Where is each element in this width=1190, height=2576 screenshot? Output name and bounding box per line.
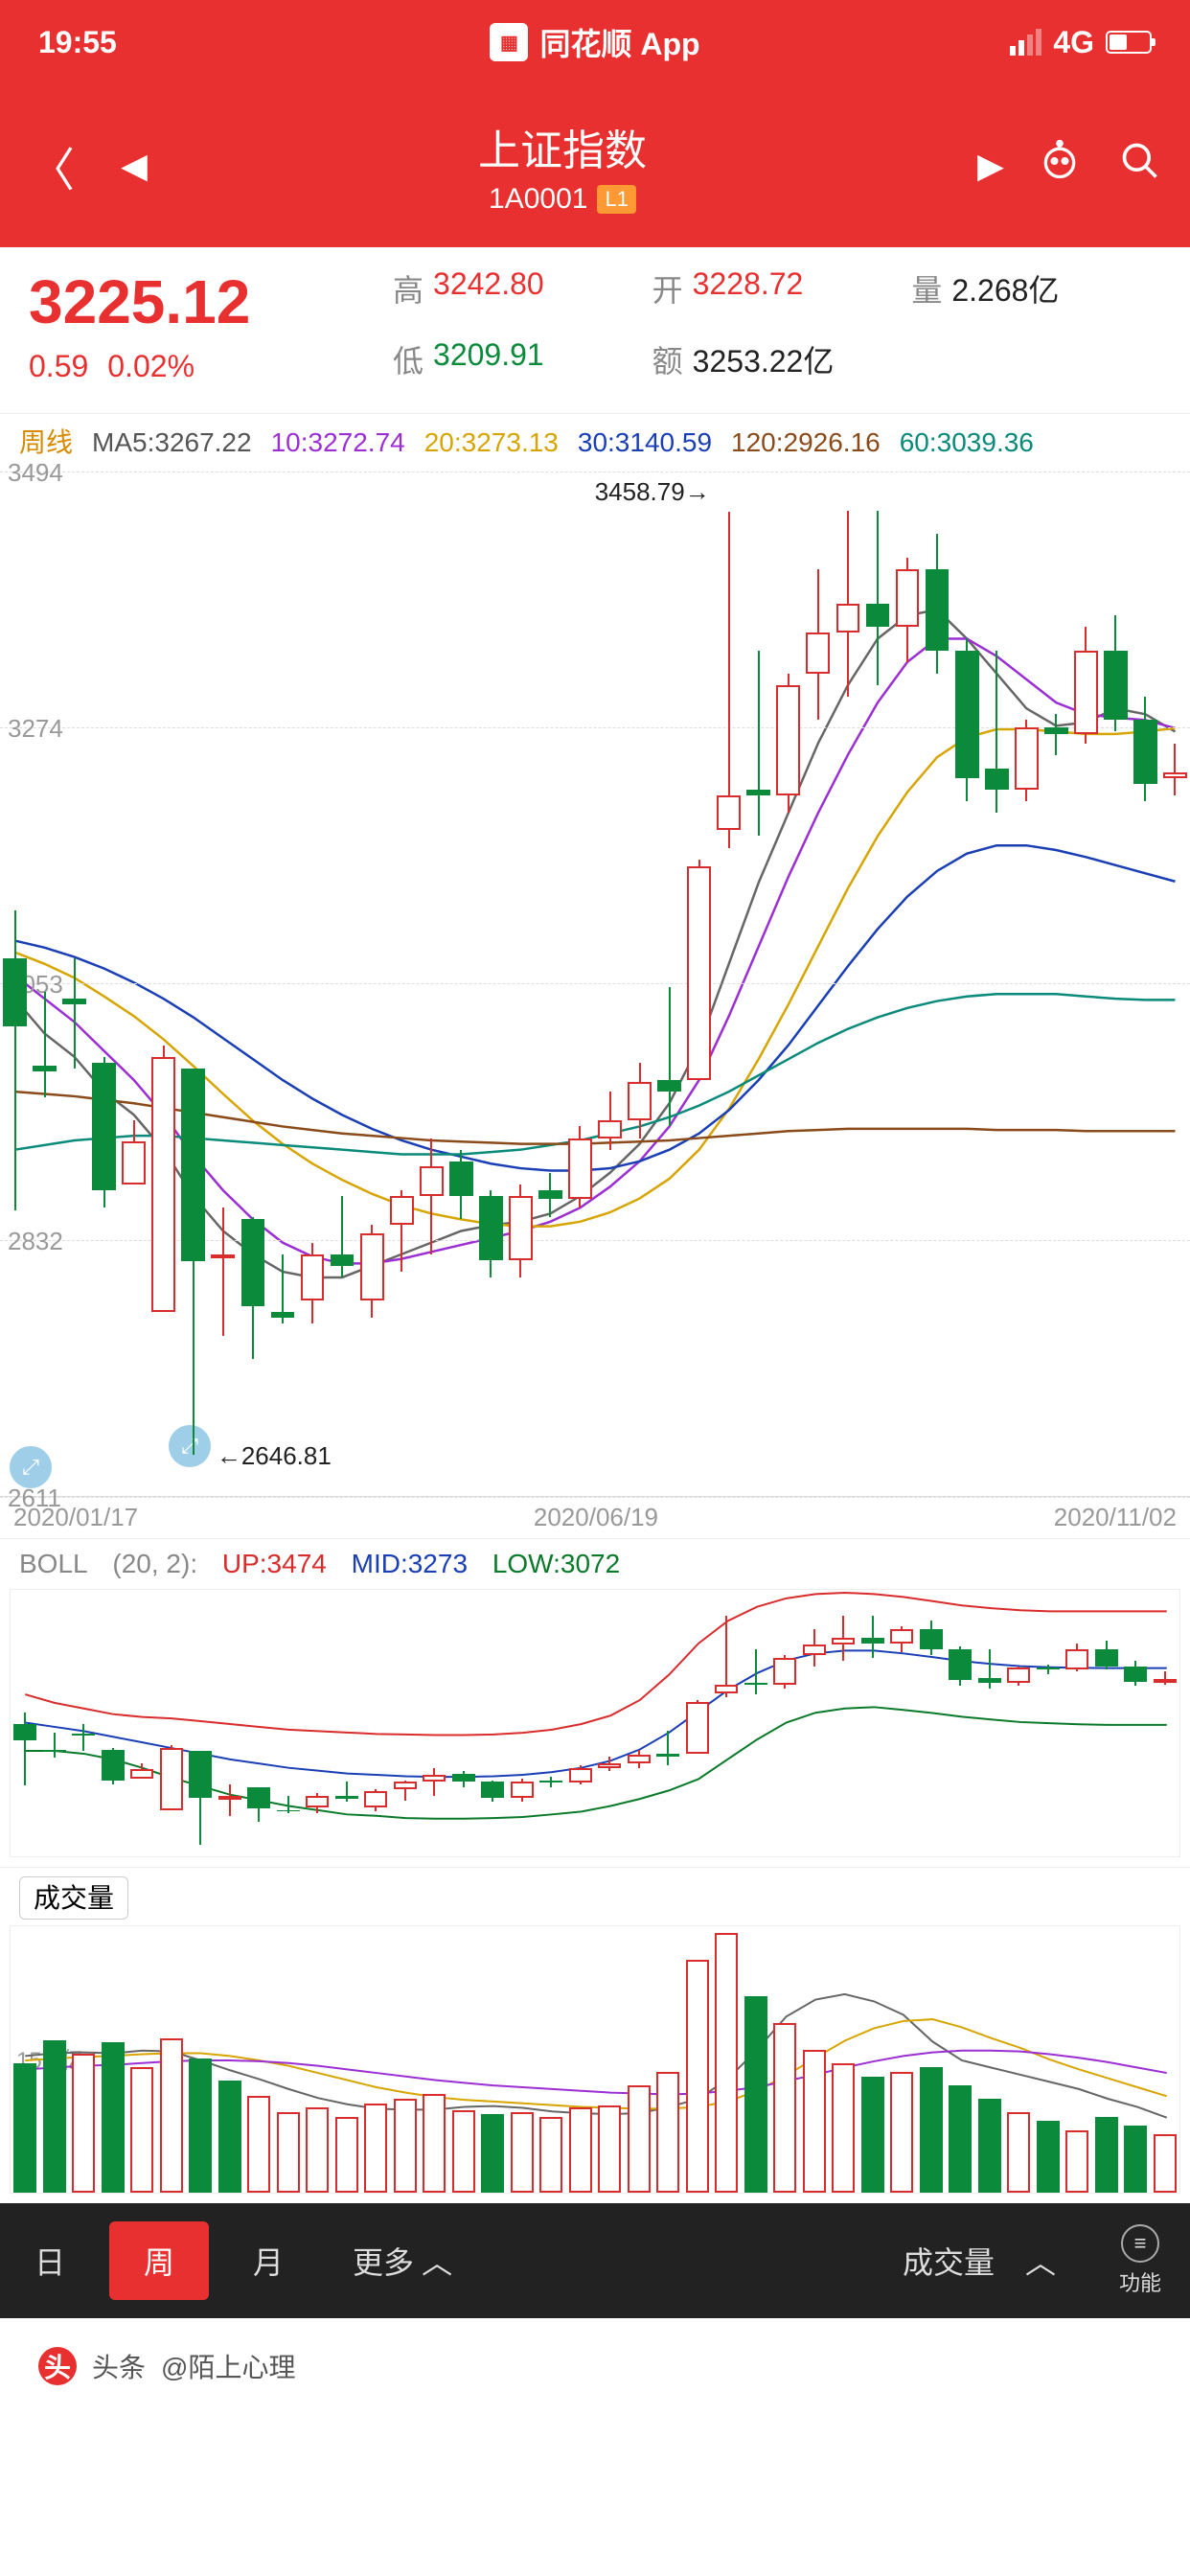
chevron-up-icon: ︿	[422, 2239, 452, 2283]
back-button[interactable]: 〈	[29, 132, 86, 199]
high-annotation: 3458.79→	[595, 477, 710, 507]
level-badge: L1	[597, 185, 635, 214]
x-date-end: 2020/11/02	[1054, 1503, 1177, 1532]
price-change-pct: 0.02%	[107, 349, 195, 384]
author-label: @陌上心理	[161, 2347, 295, 2385]
price-change: 0.59	[29, 349, 88, 384]
source-footer: 头 头条 @陌上心理	[0, 2318, 1190, 2414]
prev-stock-button[interactable]: ◀	[86, 146, 182, 186]
volume-ma-lines	[11, 1926, 1181, 2195]
volume-chart[interactable]: 15.3亿	[10, 1925, 1180, 2194]
low-label: 低	[393, 337, 423, 381]
open-value: 3228.72	[693, 266, 804, 310]
boll-mid: MID:3273	[352, 1549, 468, 1578]
menu-icon: ≡	[1121, 2224, 1159, 2263]
stock-name: 上证指数	[182, 116, 943, 177]
quote-panel[interactable]: 3225.12 0.59 0.02% 高3242.80 开3228.72 量2.…	[0, 247, 1190, 413]
robot-icon[interactable]	[1039, 140, 1081, 193]
volume-legend[interactable]: 成交量	[0, 1867, 1190, 1925]
open-label: 开	[652, 266, 683, 310]
tab-more[interactable]: 更多︿	[318, 2221, 487, 2300]
source-label: 头条	[92, 2347, 146, 2385]
boll-low: LOW:3072	[492, 1549, 620, 1578]
candlestick-chart[interactable]: 3458.79→ ←2646.81 ⤢ ⤢ 349432743053283226…	[0, 472, 1190, 1497]
boll-lines	[11, 1590, 1181, 1858]
app-icon: ▦	[490, 23, 528, 61]
vol-label: 量	[911, 266, 942, 310]
status-indicators: 4G	[960, 25, 1152, 60]
ma-legend[interactable]: 周线MA5:3267.2210:3272.7420:3273.1330:3140…	[0, 413, 1190, 472]
volume-label: 成交量	[19, 1876, 128, 1920]
high-label: 高	[393, 266, 423, 310]
app-name: 同花顺 App	[539, 20, 699, 64]
toutiao-icon: 头	[38, 2347, 77, 2385]
low-value: 3209.91	[433, 337, 544, 381]
status-time: 19:55	[38, 25, 230, 60]
tab-week[interactable]: 周	[109, 2221, 209, 2300]
status-app: ▦ 同花顺 App	[230, 20, 960, 64]
amt-value: 3253.22亿	[693, 337, 835, 381]
high-value: 3242.80	[433, 266, 544, 310]
low-annotation: ←2646.81	[217, 1441, 332, 1471]
tab-month[interactable]: 月	[218, 2221, 318, 2300]
boll-legend[interactable]: BOLL (20, 2): UP:3474 MID:3273 LOW:3072	[0, 1538, 1190, 1589]
expand-icon[interactable]: ⤢	[10, 1446, 52, 1488]
boll-chart[interactable]	[10, 1589, 1180, 1857]
boll-params: (20, 2):	[112, 1549, 197, 1578]
function-button[interactable]: ≡ 功能	[1090, 2224, 1190, 2297]
search-icon[interactable]	[1119, 140, 1161, 193]
x-date-mid: 2020/06/19	[534, 1503, 658, 1532]
x-axis: 2020/01/17 2020/06/19 2020/11/02	[0, 1497, 1190, 1538]
last-price: 3225.12	[29, 266, 393, 337]
battery-icon	[1106, 31, 1152, 54]
amt-label: 额	[652, 337, 683, 381]
vol-value: 2.268亿	[951, 266, 1059, 310]
chevron-up-icon: ︿	[1025, 2239, 1056, 2283]
status-bar: 19:55 ▦ 同花顺 App 4G	[0, 0, 1190, 84]
nav-bar: 〈 ◀ 上证指数 1A0001 L1 ▶	[0, 84, 1190, 247]
next-stock-button[interactable]: ▶	[943, 146, 1039, 186]
tab-day[interactable]: 日	[0, 2221, 100, 2300]
stock-code: 1A0001	[489, 183, 587, 216]
nav-title-block[interactable]: 上证指数 1A0001 L1	[182, 116, 943, 216]
boll-label: BOLL	[19, 1549, 88, 1578]
indicator-selector[interactable]: 成交量︿	[868, 2221, 1090, 2300]
boll-up: UP:3474	[222, 1549, 327, 1578]
network-label: 4G	[1053, 25, 1094, 60]
bottom-bar: 日 周 月 更多︿ 成交量︿ ≡ 功能	[0, 2203, 1190, 2318]
signal-icon	[1010, 29, 1041, 56]
